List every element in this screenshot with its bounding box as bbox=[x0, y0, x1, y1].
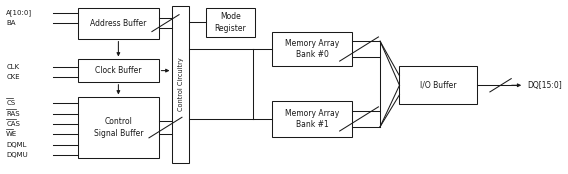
Bar bbox=[78, 97, 158, 158]
Text: DQ[15:0]: DQ[15:0] bbox=[527, 81, 562, 90]
Text: WE: WE bbox=[6, 132, 18, 137]
Text: DQML: DQML bbox=[6, 142, 27, 148]
Bar bbox=[78, 8, 158, 39]
Text: DQMU: DQMU bbox=[6, 152, 28, 158]
Text: CAS: CAS bbox=[6, 121, 20, 127]
Text: Address Buffer: Address Buffer bbox=[90, 19, 147, 28]
Text: A[10:0]: A[10:0] bbox=[6, 9, 32, 16]
Text: Control
Signal Buffer: Control Signal Buffer bbox=[94, 117, 143, 138]
Bar bbox=[272, 32, 352, 66]
Text: Memory Array
Bank #1: Memory Array Bank #1 bbox=[285, 109, 339, 129]
Text: Memory Array
Bank #0: Memory Array Bank #0 bbox=[285, 39, 339, 60]
Text: BA: BA bbox=[6, 20, 16, 26]
Text: Mode
Register: Mode Register bbox=[215, 12, 247, 33]
Text: CLK: CLK bbox=[6, 64, 19, 70]
Text: RAS: RAS bbox=[6, 111, 20, 117]
Text: I/O Buffer: I/O Buffer bbox=[420, 81, 457, 90]
Text: Control Circuitry: Control Circuitry bbox=[178, 58, 183, 111]
Text: CS: CS bbox=[6, 100, 15, 106]
Bar bbox=[272, 101, 352, 137]
Text: CKE: CKE bbox=[6, 74, 20, 80]
Bar bbox=[399, 66, 477, 104]
Text: Clock Buffer: Clock Buffer bbox=[95, 66, 141, 75]
Bar bbox=[78, 59, 158, 82]
Bar bbox=[173, 6, 189, 163]
Bar bbox=[206, 8, 256, 37]
